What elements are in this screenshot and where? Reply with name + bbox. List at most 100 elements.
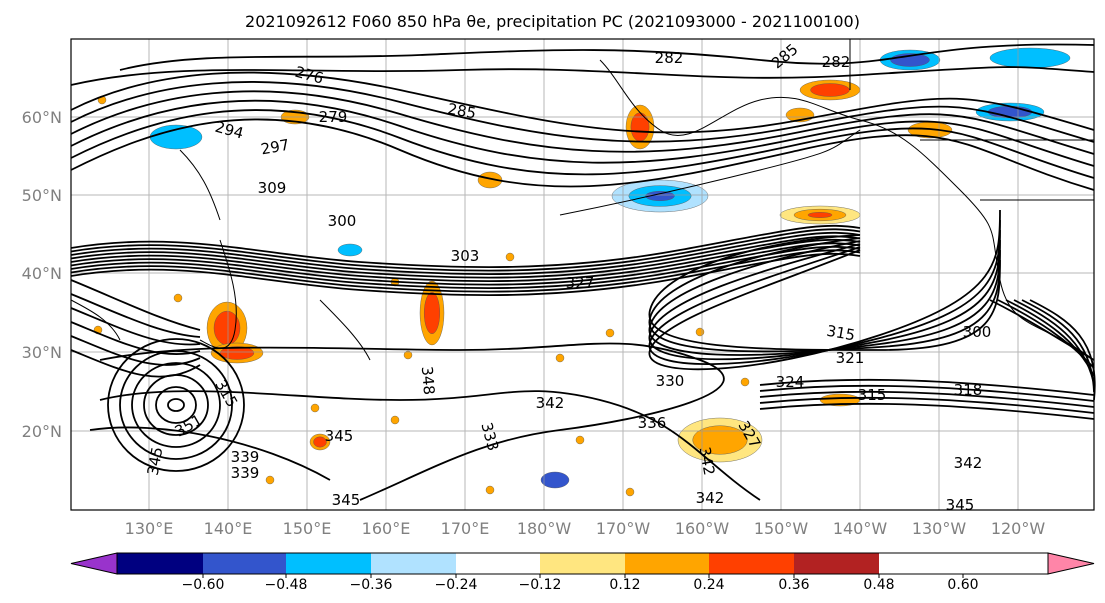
precip-area [989,47,1071,69]
precip-area [692,425,748,455]
theta-e-contour [70,109,1095,179]
typhoon-contour [107,338,245,472]
precip-area [337,243,363,257]
precip-area [219,346,255,360]
contour-label: 330 [656,372,685,390]
contour-label: 324 [776,373,805,391]
lon-tick-label: 160°E [362,519,411,538]
precip-area [313,436,327,448]
colorbar-tick-label: −0.60 [182,577,225,593]
typhoon-contour [155,386,197,424]
lat-tick-label: 40°N [22,264,62,283]
lon-tick-label: 130°E [125,519,174,538]
lon-tick-label: 180°W [517,519,572,538]
coastline [199,239,237,349]
lat-tick-label: 60°N [22,108,62,127]
precip-area [807,212,833,218]
precip-cell [695,327,705,337]
contour-label: 297 [259,136,290,159]
map-border [70,38,1095,511]
theta-e-contour [648,209,1001,371]
colorbar-segment [117,553,203,574]
contour-label: 345 [144,445,167,476]
coastline [70,299,121,341]
precip-area [987,105,1033,119]
colorbar-segment [456,553,540,574]
lon-tick-label: 120°W [991,519,1046,538]
contour-label: 282 [655,49,684,67]
theta-e-contour [70,118,1095,191]
contour-label: 318 [954,381,983,399]
theta-e-contour [70,228,861,272]
precip-cell [403,350,413,360]
theta-e-contour [989,299,1095,361]
theta-e-contour [648,234,1001,351]
theta-e-contour [70,90,1095,155]
theta-e-contour [70,335,201,366]
lon-tick-label: 150°W [754,519,809,538]
contour-label: 300 [963,323,992,341]
colorbar-tick-label: 0.60 [947,577,978,593]
colorbar-segment [371,553,456,574]
precip-area [540,471,570,489]
theta-e-contour [70,99,1095,167]
theta-e-contour [70,279,201,331]
colorbar: −0.60 −0.48 −0.36 −0.24 −0.12 0.12 0.24 0.36 0.4… [70,552,1095,593]
colorbar-tick-label: −0.24 [435,577,478,593]
theta-e-contour [648,229,1001,361]
theta-e-contour [70,71,1095,134]
theta-e-contour [759,402,1095,420]
colorbar-segment [625,553,709,574]
coastline [319,299,371,361]
contour-label: 342 [696,445,719,476]
coastline [849,39,1094,201]
lat-tick-label: 20°N [22,422,62,441]
contour-label: 300 [328,212,357,230]
theta-e-contour [70,238,861,283]
theta-e-contour [70,252,861,297]
contour-label: 279 [319,108,348,126]
colorbar-segment [203,553,286,574]
theta-e-contour [70,242,861,286]
precip-area [149,124,203,150]
contour-label: 345 [332,491,361,509]
latitude-ticks: 60°N 50°N 40°N 30°N 20°N [22,108,62,441]
colorbar-segment [794,553,879,574]
colorbar-tick-label: 0.48 [863,577,894,593]
theta-e-contour [119,43,1095,71]
contour-label: 315 [858,386,887,404]
precip-cell [265,475,275,485]
colorbar-right-arrow [1047,552,1095,575]
coastlines [70,39,1095,361]
theta-e-contour [89,426,331,481]
theta-e-contour [70,224,861,269]
precip-cell [740,377,750,387]
theta-e-contour [70,66,1095,86]
contour-label: 285 [446,100,477,123]
contour-label: 282 [822,53,851,71]
contour-label: 321 [836,349,865,367]
typhoon-contour [167,398,185,412]
contour-label: 339 [231,448,260,466]
theta-e-contour [70,293,201,338]
theta-e-contour [70,235,861,279]
theta-e-contour [70,307,201,346]
lon-tick-label: 140°E [204,519,253,538]
precip-cell [310,403,320,413]
contour-label: 336 [638,414,667,432]
theta-e-contour [70,231,861,276]
theta-e-contour [1013,299,1095,385]
theta-e-contour [99,342,725,501]
theta-e-contours [70,43,1096,501]
lon-tick-label: 170°W [596,519,651,538]
contour-label: 315 [825,322,856,345]
precip-cell [485,485,495,495]
contour-label: 327 [566,274,595,292]
colorbar-tick-label: 0.12 [609,577,640,593]
coastline [559,129,861,216]
contour-label: 345 [946,496,975,514]
lon-tick-label: 130°W [912,519,967,538]
contour-label: 342 [954,454,983,472]
